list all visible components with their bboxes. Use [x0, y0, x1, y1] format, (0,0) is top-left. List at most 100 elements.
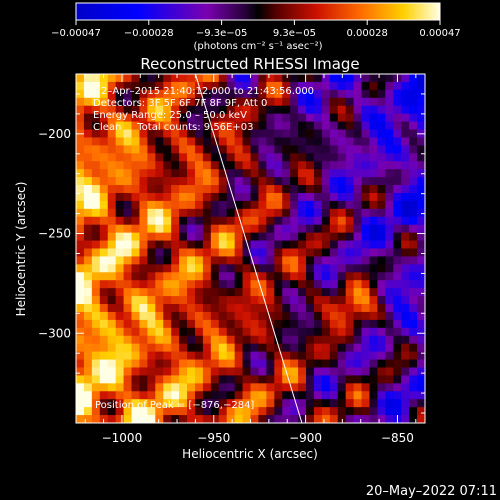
heatmap-cell [385, 319, 394, 329]
heatmap-cell [353, 177, 363, 186]
heatmap-cell [306, 327, 315, 337]
heatmap-cell [131, 97, 141, 107]
heatmap-cell [218, 248, 228, 258]
heatmap-cell [242, 137, 252, 146]
heatmap-cell [313, 248, 323, 258]
heatmap-cell [250, 407, 260, 416]
heatmap-cell [242, 161, 252, 170]
heatmap-cell [290, 145, 299, 154]
heatmap-cell [139, 375, 148, 384]
heatmap-cell [329, 383, 339, 392]
heatmap-cell [83, 351, 93, 361]
heatmap-cell [171, 105, 180, 115]
heatmap-cell [218, 264, 228, 273]
heatmap-cell [218, 145, 228, 154]
heatmap-cell [202, 272, 212, 281]
heatmap-cell [234, 169, 244, 178]
heatmap-cell [377, 264, 386, 273]
heatmap-cell [163, 153, 172, 162]
heatmap-cell [361, 280, 371, 289]
heatmap-cell [187, 304, 196, 313]
heatmap-cell [99, 272, 109, 281]
solar-limb-line [194, 74, 303, 423]
heatmap-cell [290, 415, 299, 423]
heatmap-cell [139, 105, 148, 115]
heatmap-cell [290, 74, 299, 83]
heatmap-cell [250, 113, 260, 123]
heatmap-cell [369, 121, 379, 131]
heatmap-cell [107, 74, 117, 83]
heatmap-cell [99, 216, 109, 226]
heatmap-cell [139, 97, 148, 107]
heatmap-cell [401, 272, 410, 281]
heatmap-cell [147, 161, 156, 170]
heatmap-cell [385, 121, 394, 131]
heatmap-cell [131, 81, 141, 91]
heatmap-cell [202, 121, 212, 131]
heatmap-cell [409, 256, 418, 265]
heatmap-cell [282, 280, 291, 289]
heatmap-cell [274, 256, 283, 265]
heatmap-cell [218, 129, 228, 139]
heatmap-cell [290, 304, 299, 313]
heatmap-cell [226, 137, 236, 146]
heatmap-cell [385, 153, 394, 162]
heatmap-cell [337, 335, 347, 345]
heatmap-cell [115, 208, 125, 218]
heatmap-cell [187, 240, 196, 250]
heatmap-cell [417, 304, 425, 313]
heatmap-cell [194, 311, 204, 321]
heatmap-cell [210, 192, 220, 202]
heatmap-cell [345, 375, 355, 384]
heatmap-cell [155, 415, 164, 423]
heatmap-cell [210, 391, 220, 400]
heatmap-cell [401, 81, 410, 91]
heatmap-cell [274, 407, 283, 416]
heatmap-cell [274, 288, 283, 297]
annotation-energy-range: Energy Range: 25.0 – 50.0 keV [93, 110, 247, 121]
x-tick-label: −850 [381, 431, 414, 445]
heatmap-cell [409, 161, 418, 170]
heatmap-cell [385, 304, 394, 313]
heatmap-cell [250, 304, 260, 313]
heatmap-cell [417, 351, 425, 361]
heatmap-cell [226, 280, 236, 289]
heatmap-cell [76, 351, 85, 361]
heatmap-cell [179, 89, 188, 99]
heatmap-cell [76, 216, 85, 226]
heatmap-cell [171, 200, 180, 210]
heatmap-cell [163, 216, 172, 226]
heatmap-cell [179, 335, 188, 345]
heatmap-cell [123, 256, 133, 265]
heatmap-cell [274, 153, 283, 162]
heatmap-cell [282, 97, 291, 107]
heatmap-cell [266, 208, 275, 218]
heatmap-cell [369, 216, 379, 226]
heatmap-cell [274, 383, 283, 392]
heatmap-cell [155, 121, 164, 131]
heatmap-cell [147, 264, 156, 273]
heatmap-cell [107, 224, 117, 234]
heatmap-cell [99, 391, 109, 400]
heatmap-cell [202, 407, 212, 416]
heatmap-cell [313, 280, 323, 289]
heatmap-cell [139, 145, 148, 154]
heatmap-cell [282, 224, 291, 234]
heatmap-cell [353, 169, 363, 178]
heatmap-cell [401, 248, 410, 258]
heatmap-cell [91, 264, 101, 273]
heatmap-cell [242, 319, 252, 329]
heatmap-cell [298, 272, 307, 281]
heatmap-cell [290, 89, 299, 99]
heatmap-cell [210, 129, 220, 139]
heatmap-cell [194, 391, 204, 400]
heatmap-cell [306, 121, 315, 131]
heatmap-cell [274, 359, 283, 369]
heatmap-cell [369, 145, 379, 154]
heatmap-cell [361, 200, 371, 210]
heatmap-cell [409, 81, 418, 91]
heatmap-cell [91, 296, 101, 305]
heatmap-cell [377, 367, 386, 377]
heatmap-cell [234, 89, 244, 99]
heatmap-cell [258, 81, 267, 91]
